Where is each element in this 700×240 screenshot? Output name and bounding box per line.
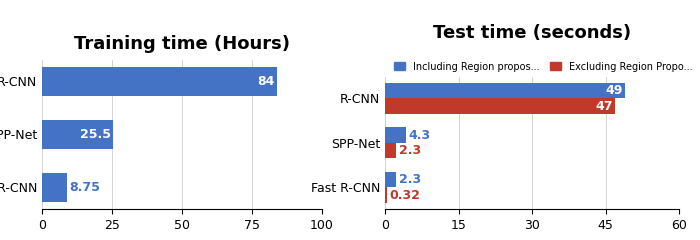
Title: Training time (Hours): Training time (Hours) [74, 35, 290, 53]
Text: 47: 47 [595, 100, 613, 113]
Bar [385, 127, 406, 143]
Bar [42, 173, 66, 202]
Text: 2.3: 2.3 [399, 173, 421, 186]
Legend: Including Region propos..., Excluding Region Propo...: Including Region propos..., Excluding Re… [390, 58, 696, 76]
Text: 2.3: 2.3 [399, 144, 421, 157]
Title: Test time (seconds): Test time (seconds) [433, 24, 631, 42]
Text: 4.3: 4.3 [409, 129, 430, 142]
Bar [385, 98, 615, 114]
Text: 25.5: 25.5 [80, 128, 111, 141]
Bar [42, 67, 277, 96]
Bar [385, 187, 386, 203]
Bar [385, 83, 625, 98]
Text: 84: 84 [257, 75, 274, 88]
Text: 8.75: 8.75 [69, 181, 100, 194]
Text: 0.32: 0.32 [389, 189, 420, 202]
Bar [385, 143, 396, 158]
Text: 49: 49 [606, 84, 623, 97]
Bar [385, 172, 396, 187]
Bar [42, 120, 113, 149]
